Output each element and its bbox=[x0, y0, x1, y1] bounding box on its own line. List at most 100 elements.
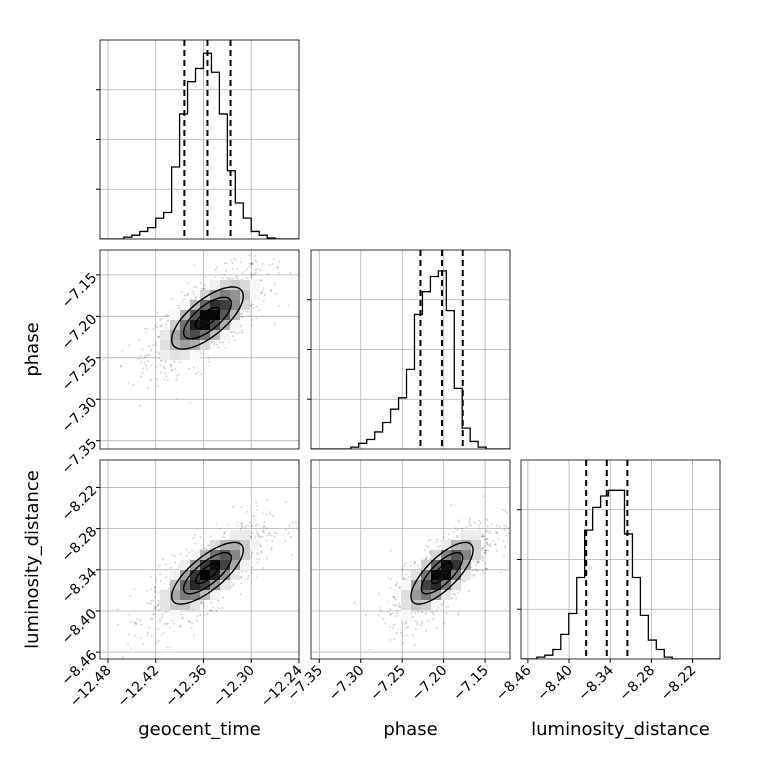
scatter-point bbox=[265, 527, 268, 530]
scatter-point bbox=[217, 607, 220, 610]
scatter-point bbox=[488, 532, 491, 535]
scatter-point bbox=[486, 567, 489, 570]
scatter-point bbox=[179, 553, 182, 556]
scatter-point bbox=[389, 613, 392, 616]
scatter-point bbox=[181, 616, 184, 619]
scatter-point bbox=[192, 290, 195, 293]
scatter-point bbox=[173, 630, 176, 633]
scatter-point bbox=[301, 245, 303, 247]
scatter-point bbox=[393, 623, 396, 626]
scatter-point bbox=[487, 549, 490, 552]
xtick-label-phase-4: −7.15 bbox=[450, 663, 492, 705]
scatter-point bbox=[482, 559, 485, 562]
scatter-point bbox=[259, 536, 262, 539]
xtick-label-geocent_time-3: −12.30 bbox=[210, 663, 258, 711]
density-cell bbox=[230, 280, 240, 290]
scatter-point bbox=[237, 278, 240, 281]
scatter-point bbox=[256, 530, 259, 533]
density-cell bbox=[190, 340, 200, 350]
scatter-point bbox=[94, 642, 96, 644]
scatter-point bbox=[227, 278, 230, 281]
panel-phase-vs-geocent_time: −7.35−7.30−7.25−7.20−7.15 bbox=[59, 243, 303, 477]
scatter-point bbox=[148, 353, 151, 356]
density-cell bbox=[210, 310, 220, 320]
scatter-point bbox=[476, 560, 479, 563]
density-cell bbox=[421, 590, 431, 600]
density-cell bbox=[230, 560, 240, 570]
scatter-point bbox=[186, 293, 189, 296]
scatter-point bbox=[481, 535, 484, 538]
scatter-point bbox=[276, 266, 279, 269]
scatter-point bbox=[443, 622, 446, 625]
scatter-point bbox=[127, 633, 130, 636]
scatter-point bbox=[139, 618, 142, 621]
scatter-point bbox=[413, 563, 416, 566]
scatter-point bbox=[142, 367, 145, 370]
density-cell bbox=[250, 280, 260, 290]
scatter-point bbox=[387, 576, 390, 579]
scatter-point bbox=[193, 264, 196, 267]
xtick-label-luminosity_distance-0: −8.46 bbox=[493, 662, 535, 704]
scatter-point bbox=[480, 547, 483, 550]
scatter-point bbox=[271, 262, 274, 265]
scatter-point bbox=[284, 528, 287, 531]
scatter-point bbox=[223, 532, 226, 535]
scatter-point bbox=[204, 287, 207, 290]
scatter-point bbox=[153, 586, 156, 589]
scatter-point bbox=[221, 607, 224, 610]
scatter-point bbox=[481, 534, 484, 537]
scatter-point bbox=[158, 564, 161, 567]
scatter-point bbox=[210, 601, 213, 604]
density-cell bbox=[411, 590, 421, 600]
scatter-point bbox=[184, 294, 187, 297]
scatter-point bbox=[194, 533, 197, 536]
scatter-point bbox=[261, 289, 264, 292]
scatter-point bbox=[393, 637, 396, 640]
scatter-point bbox=[389, 608, 392, 611]
scatter-point bbox=[238, 331, 241, 334]
density-cell bbox=[431, 580, 441, 590]
scatter-point bbox=[435, 609, 438, 612]
scatter-point bbox=[159, 371, 162, 374]
scatter-point bbox=[230, 259, 233, 262]
scatter-point bbox=[421, 620, 424, 623]
scatter-point bbox=[396, 609, 399, 612]
scatter-point bbox=[407, 575, 410, 578]
ytick-label-phase-3: −7.20 bbox=[59, 311, 101, 353]
scatter-point bbox=[262, 529, 265, 532]
density-cell bbox=[170, 310, 180, 320]
scatter-point bbox=[404, 626, 407, 629]
scatter-point bbox=[468, 518, 471, 521]
scatter-point bbox=[200, 352, 203, 355]
panel-frame bbox=[99, 459, 300, 660]
scatter-point bbox=[165, 320, 168, 323]
scatter-point bbox=[473, 573, 476, 576]
scatter-point bbox=[490, 523, 493, 526]
scatter-point bbox=[436, 538, 439, 541]
scatter-point bbox=[165, 575, 168, 578]
scatter-point bbox=[158, 618, 161, 621]
scatter-point bbox=[253, 273, 256, 276]
density-cell bbox=[160, 330, 170, 340]
scatter-point bbox=[129, 621, 132, 624]
scatter-point bbox=[160, 324, 163, 327]
scatter-point bbox=[411, 634, 414, 637]
scatter-point bbox=[163, 378, 166, 381]
density-cell bbox=[200, 310, 210, 320]
scatter-point bbox=[180, 291, 183, 294]
scatter-point bbox=[254, 259, 257, 262]
scatter-point bbox=[477, 560, 480, 563]
scatter-point bbox=[138, 405, 141, 408]
scatter-point bbox=[163, 367, 166, 370]
scatter-point bbox=[132, 621, 135, 624]
scatter-point bbox=[235, 332, 238, 335]
scatter-point bbox=[459, 589, 462, 592]
xtick-label-luminosity_distance-1: −8.40 bbox=[534, 663, 576, 705]
scatter-point bbox=[267, 243, 269, 245]
density-cell bbox=[220, 280, 230, 290]
scatter-point bbox=[153, 589, 156, 592]
scatter-point bbox=[248, 254, 251, 257]
scatter-point bbox=[251, 566, 254, 569]
scatter-point bbox=[476, 561, 479, 564]
scatter-point bbox=[427, 539, 430, 542]
